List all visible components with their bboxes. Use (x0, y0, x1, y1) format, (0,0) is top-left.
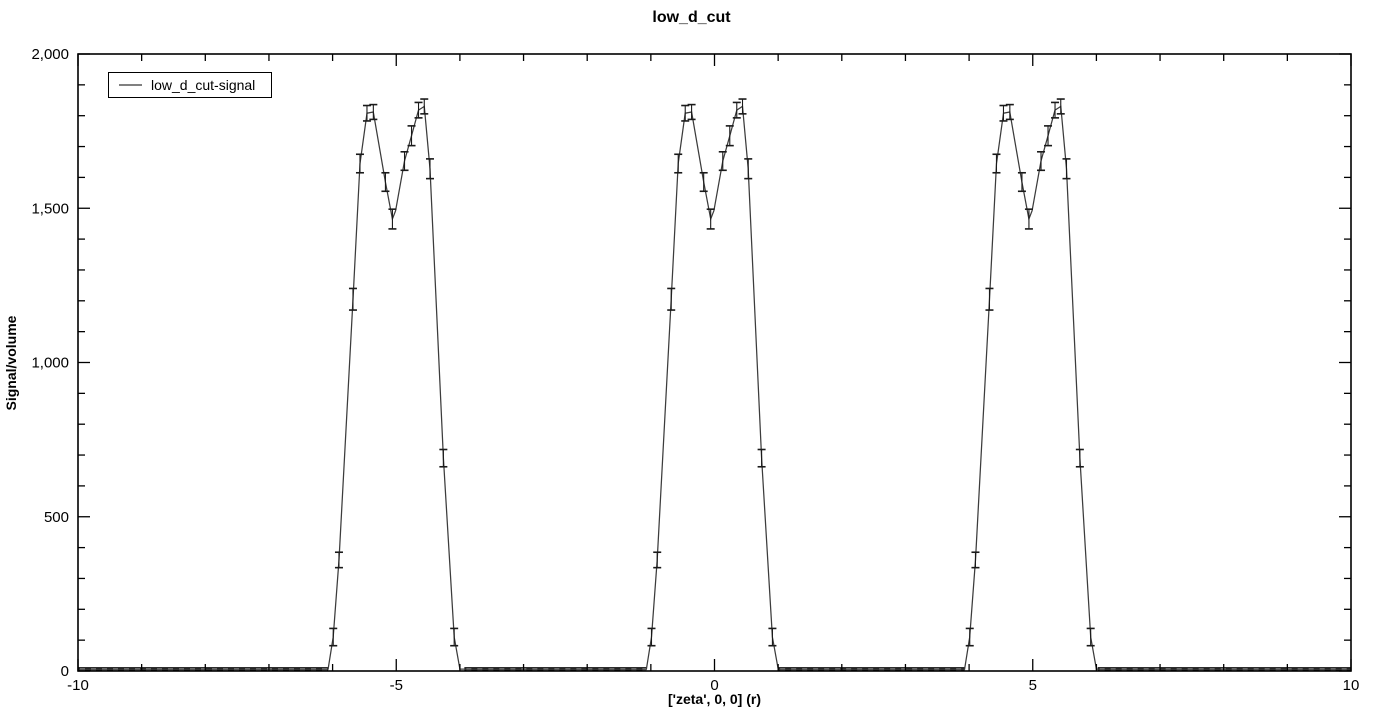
y-tick-label: 1,500 (31, 200, 69, 217)
legend-line-swatch-icon (119, 84, 142, 86)
y-tick-label: 0 (61, 663, 69, 680)
y-axis-label: Signal/volume (3, 315, 19, 411)
legend-entry-label: low_d_cut-signal (151, 77, 256, 93)
chart-title: low_d_cut (652, 9, 731, 26)
x-tick-label: 0 (710, 677, 718, 694)
x-axis-label: ['zeta', 0, 0] (r) (667, 691, 761, 707)
x-tick-label: -10 (67, 677, 89, 694)
x-tick-label: 5 (1029, 677, 1037, 694)
y-tick-label: 2,000 (31, 46, 69, 63)
y-tick-label: 1,000 (31, 355, 69, 372)
y-tick-label: 500 (44, 509, 69, 526)
x-tick-label: -5 (390, 677, 403, 694)
x-tick-label: 10 (1343, 677, 1360, 694)
legend: low_d_cut-signal (108, 72, 272, 98)
